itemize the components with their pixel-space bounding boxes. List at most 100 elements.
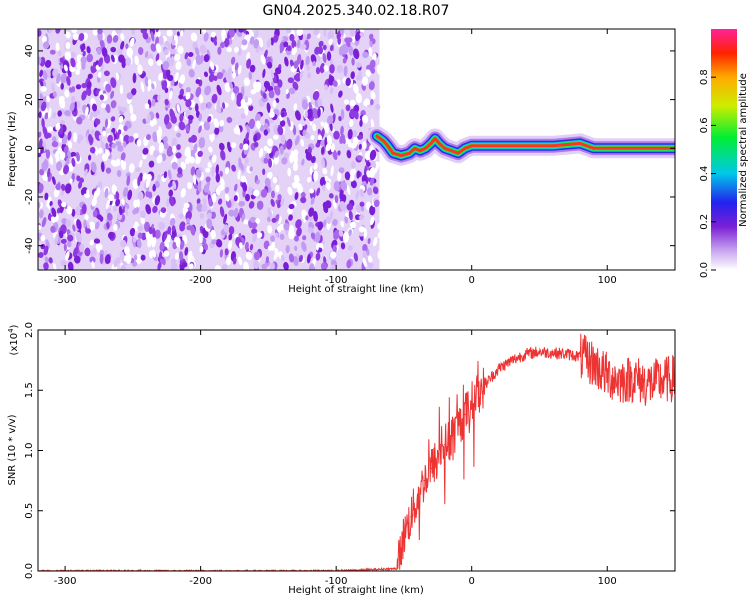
noise-speckle [81, 61, 86, 70]
noise-speckle [38, 56, 42, 66]
noise-speckle [377, 250, 382, 260]
noise-speckle [340, 108, 345, 120]
noise-speckle [117, 145, 124, 152]
noise-speckle [359, 201, 365, 207]
noise-speckle [59, 151, 66, 161]
noise-speckle [332, 244, 337, 253]
noise-speckle [84, 168, 88, 177]
noise-speckle [195, 168, 202, 178]
noise-speckle [215, 239, 223, 248]
noise-speckle [87, 154, 92, 161]
noise-speckle [322, 184, 326, 192]
y-tick-label: 0 [24, 145, 35, 151]
noise-speckle [160, 64, 165, 74]
noise-speckle [279, 120, 286, 127]
noise-speckle [355, 93, 363, 104]
noise-speckle [277, 194, 282, 201]
noise-speckle [185, 99, 192, 108]
noise-speckle [229, 82, 233, 90]
noise-speckle [333, 229, 340, 240]
noise-speckle [275, 97, 280, 104]
noise-speckle [360, 206, 365, 212]
noise-speckle [224, 193, 230, 202]
noise-speckle [249, 243, 254, 251]
noise-speckle [240, 113, 246, 120]
noise-speckle [167, 169, 172, 180]
noise-speckle [73, 255, 81, 264]
noise-speckle [118, 205, 123, 216]
noise-speckle [294, 235, 299, 242]
noise-speckle [298, 254, 303, 263]
noise-speckle [69, 178, 73, 184]
noise-speckle [180, 30, 184, 37]
noise-speckle [125, 43, 129, 50]
noise-speckle [367, 255, 373, 264]
noise-speckle [296, 227, 302, 237]
noise-speckle [39, 69, 44, 78]
noise-speckle [54, 233, 59, 245]
noise-speckle [157, 261, 162, 270]
noise-speckle [320, 139, 326, 147]
noise-speckle [224, 186, 230, 194]
noise-speckle [248, 105, 254, 111]
noise-speckle [179, 221, 186, 232]
noise-speckle [113, 258, 119, 268]
noise-speckle [185, 92, 191, 100]
noise-speckle [359, 214, 365, 221]
noise-speckle [279, 223, 285, 231]
noise-speckle [295, 72, 301, 82]
noise-speckle [230, 142, 237, 149]
noise-speckle [152, 205, 158, 214]
noise-speckle [355, 190, 360, 200]
colorbar-tick-label: 0.8 [699, 69, 710, 85]
noise-speckle [139, 159, 143, 168]
noise-speckle [303, 124, 308, 131]
noise-speckle [169, 108, 175, 119]
noise-speckle [130, 227, 136, 235]
noise-speckle [376, 64, 383, 75]
noise-speckle [375, 103, 381, 111]
noise-speckle [262, 92, 267, 99]
noise-speckle [310, 156, 316, 164]
noise-speckle [283, 152, 290, 159]
noise-speckle [145, 177, 151, 189]
noise-speckle [185, 210, 192, 221]
noise-speckle [369, 40, 373, 48]
noise-speckle [135, 167, 141, 173]
noise-speckle [51, 141, 59, 148]
noise-speckle [356, 155, 363, 161]
snr-point [660, 380, 663, 382]
noise-speckle [93, 238, 101, 244]
noise-speckle [301, 99, 309, 110]
snr-y-label: SNR (10 * v/v) [7, 414, 18, 485]
noise-speckle [70, 57, 76, 68]
noise-speckle [43, 245, 49, 256]
noise-speckle [154, 195, 161, 206]
noise-speckle [77, 133, 82, 145]
noise-speckle [105, 83, 112, 93]
noise-speckle [243, 29, 247, 34]
noise-speckle [70, 51, 76, 58]
snr-point [633, 377, 635, 379]
noise-speckle [50, 225, 56, 233]
noise-speckle [151, 236, 157, 248]
noise-speckle [286, 45, 292, 52]
noise-speckle [251, 228, 258, 235]
noise-speckle [44, 256, 49, 264]
noise-speckle [85, 106, 89, 116]
noise-speckle [130, 88, 137, 96]
noise-speckle [293, 103, 298, 111]
noise-speckle [312, 90, 320, 101]
noise-speckle [307, 215, 313, 221]
noise-speckle [38, 225, 42, 231]
noise-speckle [206, 218, 213, 230]
noise-speckle [171, 39, 176, 46]
noise-speckle [134, 221, 139, 228]
noise-speckle [183, 202, 190, 209]
noise-speckle [56, 161, 63, 172]
noise-speckle [240, 162, 244, 172]
noise-speckle [133, 199, 138, 208]
noise-speckle [140, 254, 146, 261]
noise-speckle [63, 243, 67, 252]
noise-speckle [115, 198, 121, 207]
